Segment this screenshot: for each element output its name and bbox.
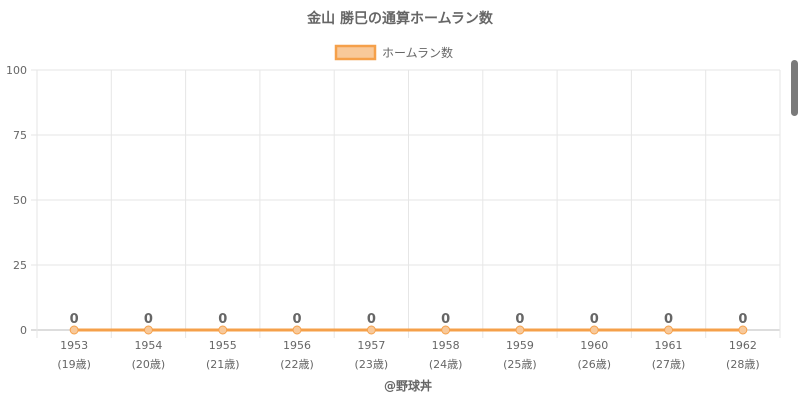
x-tick-label: 1958 (432, 339, 460, 352)
x-tick-label: 1957 (357, 339, 385, 352)
x-tick-age-label: (22歳) (280, 358, 314, 371)
data-label: 0 (144, 312, 153, 327)
data-point[interactable] (441, 325, 451, 335)
y-tick-label: 75 (13, 129, 27, 142)
x-tick-label: 1962 (729, 339, 757, 352)
scrollbar[interactable] (791, 60, 798, 116)
legend[interactable]: ホームラン数 (334, 44, 453, 61)
x-tick-label: 1955 (209, 339, 237, 352)
data-label: 0 (293, 312, 302, 327)
x-tick-age-label: (19歳) (57, 358, 91, 371)
x-tick-age-label: (20歳) (132, 358, 166, 371)
series-line (69, 325, 748, 335)
data-point[interactable] (515, 325, 525, 335)
x-tick-label: 1959 (506, 339, 534, 352)
y-tick-label: 100 (6, 64, 27, 77)
data-labels: 0 0 0 0 0 0 0 0 0 0 (70, 312, 748, 327)
data-point[interactable] (664, 325, 674, 335)
x-tick-age-label: (23歳) (355, 358, 389, 371)
chart-title: 金山 勝巳の通算ホームラン数 (306, 10, 494, 27)
credit: @野球丼 (384, 378, 432, 393)
data-point[interactable] (589, 325, 599, 335)
data-label: 0 (590, 312, 599, 327)
grid (31, 69, 781, 338)
data-label: 0 (515, 312, 524, 327)
data-label: 0 (218, 312, 227, 327)
x-tick-age-label: (26歳) (577, 358, 611, 371)
x-axis: 1953 (19歳) 1954 (20歳) 1955 (21歳) 1956 (22歳) 1957… (57, 339, 759, 371)
y-tick-label: 50 (13, 194, 27, 207)
data-point[interactable] (218, 325, 228, 335)
x-tick-age-label: (24歳) (429, 358, 463, 371)
data-point[interactable] (738, 325, 748, 335)
x-tick-label: 1956 (283, 339, 311, 352)
x-tick-age-label: (25歳) (503, 358, 537, 371)
x-tick-label: 1960 (580, 339, 608, 352)
x-tick-age-label: (28歳) (726, 358, 760, 371)
data-label: 0 (664, 312, 673, 327)
x-tick-age-label: (21歳) (206, 358, 240, 371)
x-tick-label: 1953 (60, 339, 88, 352)
legend-label: ホームラン数 (382, 45, 453, 60)
data-label: 0 (70, 312, 79, 327)
data-label: 0 (441, 312, 450, 327)
y-axis: 0 25 50 75 100 (6, 64, 27, 337)
x-tick-label: 1954 (134, 339, 162, 352)
data-point[interactable] (366, 325, 376, 335)
y-tick-label: 25 (13, 259, 27, 272)
x-tick-age-label: (27歳) (652, 358, 686, 371)
data-point[interactable] (292, 325, 302, 335)
data-point[interactable] (143, 325, 153, 335)
legend-swatch (334, 44, 377, 61)
data-label: 0 (738, 312, 747, 327)
y-tick-label: 0 (20, 324, 27, 337)
x-tick-label: 1961 (655, 339, 683, 352)
data-label: 0 (367, 312, 376, 327)
data-point[interactable] (69, 325, 79, 335)
